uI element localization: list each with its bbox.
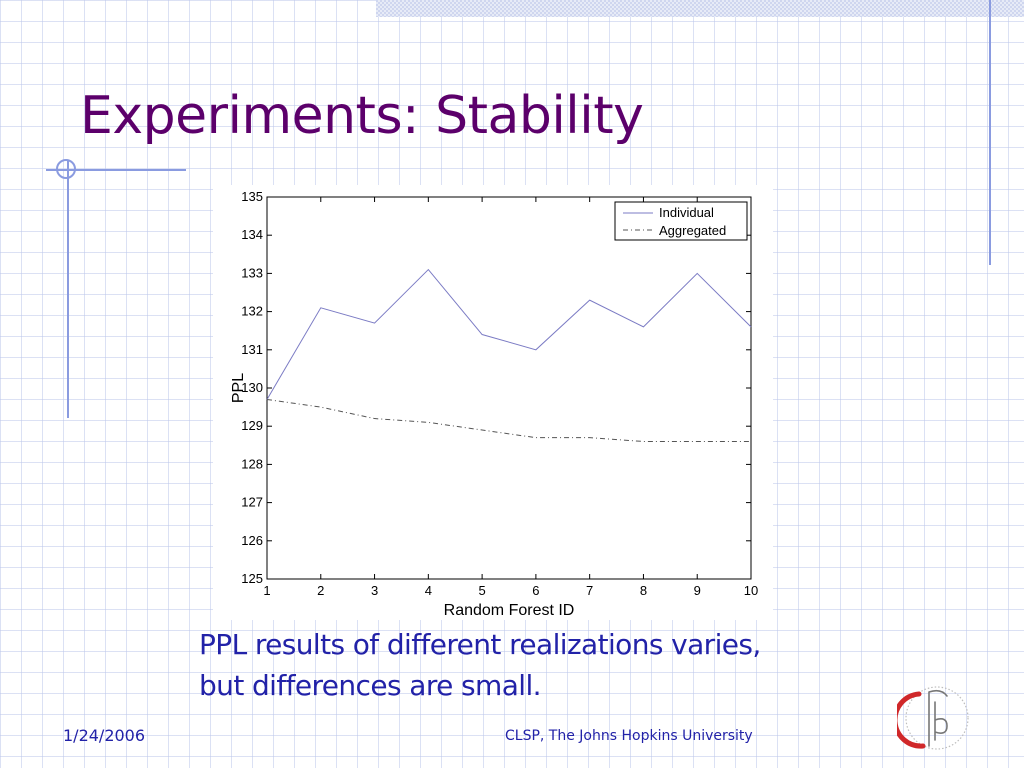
x-tick-label: 6	[532, 583, 539, 598]
series-line-aggregated	[266, 398, 751, 442]
clsp-logo-icon	[897, 686, 969, 750]
y-tick-label: 126	[241, 533, 263, 548]
y-tick-label: 135	[241, 189, 263, 204]
y-axis-label: PPL	[230, 373, 247, 403]
header-decoration-band	[376, 0, 1024, 17]
legend-label-individual: Individual	[659, 205, 714, 220]
x-tick-label: 4	[425, 583, 432, 598]
footer-organization: CLSP, The Johns Hopkins University	[505, 728, 753, 744]
x-tick-label: 1	[263, 583, 270, 598]
footer-date: 1/24/2006	[63, 726, 146, 745]
decorative-vertical-line-left	[67, 160, 69, 418]
x-tick-label: 2	[317, 583, 324, 598]
legend-box	[614, 201, 748, 241]
y-tick-label: 133	[241, 265, 263, 280]
x-tick-label: 10	[744, 583, 758, 598]
y-tick-label: 127	[241, 495, 263, 510]
decorative-vertical-line-right	[989, 0, 991, 265]
y-tick-label: 130	[241, 380, 263, 395]
chart-panel: 125 126 127 128 129 130 131 132 133 134 135 1 2 3 4 5 6…	[213, 185, 773, 620]
x-axis: 1 2 3 4 5 6 7 8 9 10	[263, 197, 758, 598]
x-tick-label: 9	[694, 583, 701, 598]
slide-caption: PPL results of different realizations va…	[199, 624, 899, 706]
decorative-circle-icon	[56, 159, 76, 179]
caption-line-1: PPL results of different realizations va…	[199, 628, 761, 661]
y-tick-label: 129	[241, 418, 263, 433]
y-tick-label: 132	[241, 304, 263, 319]
legend-label-aggregated: Aggregated	[659, 223, 726, 238]
x-tick-label: 8	[640, 583, 647, 598]
y-tick-label: 128	[241, 456, 263, 471]
series-layer	[266, 268, 752, 442]
x-tick-label: 7	[586, 583, 593, 598]
x-tick-label: 5	[478, 583, 485, 598]
y-tick-label: 131	[241, 342, 263, 357]
caption-line-2: but differences are small.	[199, 669, 542, 702]
legend: Individual Aggregated	[614, 201, 748, 241]
y-axis: 125 126 127 128 129 130 131 132 133 134 135	[241, 189, 751, 586]
x-tick-label: 3	[371, 583, 378, 598]
x-axis-label: Random Forest ID	[444, 602, 575, 619]
ppl-line-chart: 125 126 127 128 129 130 131 132 133 134 135 1 2 3 4 5 6…	[230, 189, 758, 619]
decorative-horizontal-line	[46, 169, 186, 171]
y-tick-label: 134	[241, 227, 263, 242]
slide-title: Experiments: Stability	[80, 86, 644, 146]
y-tick-label: 125	[241, 571, 263, 586]
series-line-individual	[266, 268, 752, 400]
plot-area-frame	[266, 196, 752, 580]
